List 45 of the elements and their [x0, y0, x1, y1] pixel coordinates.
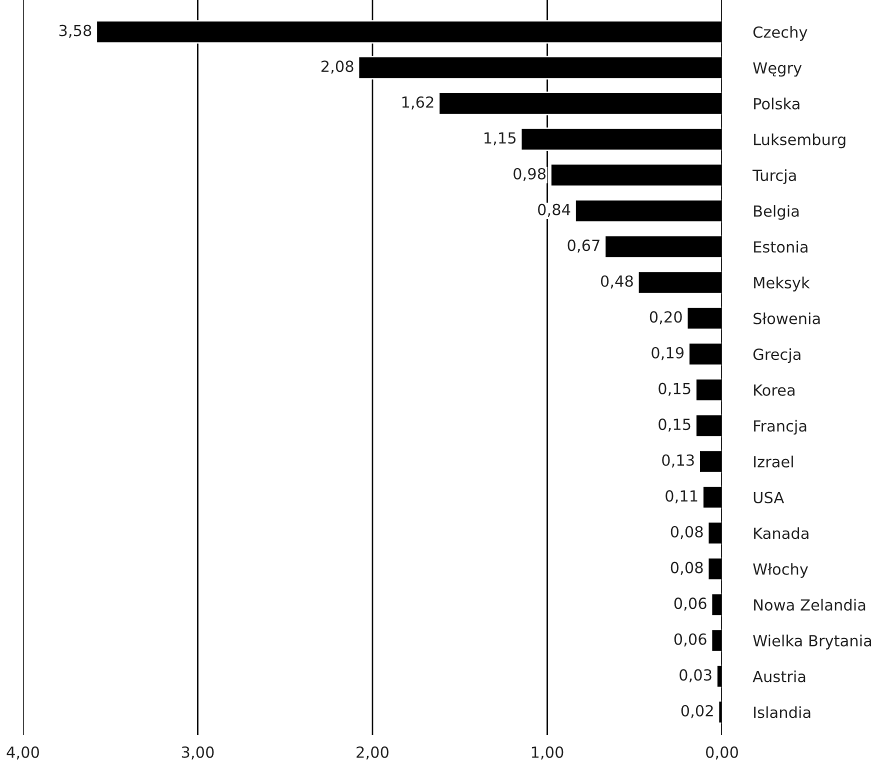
y-tick-label: Polska	[754, 98, 800, 110]
data-label: 0,15	[658, 418, 690, 432]
data-label: 0,02	[681, 704, 713, 718]
data-label: 0,08	[670, 562, 703, 575]
y-tick-label: USA	[754, 492, 784, 504]
y-tick-label: Kanada	[754, 527, 808, 540]
data-label: 3,58	[59, 24, 92, 38]
data-label: 0,48	[600, 275, 633, 288]
data-label: 1,15	[484, 132, 516, 146]
data-label: 0,20	[650, 311, 682, 324]
data-label: 0,19	[652, 346, 684, 360]
data-label: 0,06	[674, 598, 706, 611]
data-label: 0,15	[658, 382, 690, 396]
y-tick-label: Korea	[754, 384, 794, 396]
y-tick-label: Turcja	[752, 169, 796, 184]
data-label: 0,13	[662, 454, 694, 468]
y-tick-label: Nowa Zelandia	[754, 598, 866, 611]
data-label: 0,08	[670, 526, 703, 540]
y-tick-label: Austria	[752, 670, 806, 682]
x-tick-label: 1,00	[532, 746, 564, 760]
y-tick-label: Islandia	[754, 706, 810, 718]
y-tick-label: Wielka Brytania	[753, 634, 872, 650]
data-label: 0,11	[666, 490, 698, 504]
data-label: 0,03	[680, 669, 712, 682]
y-tick-label: Estonia	[754, 240, 808, 253]
data-label: 0,67	[568, 240, 600, 253]
x-tick-label: 0,00	[706, 746, 738, 760]
y-tick-label: Izrael	[754, 456, 793, 468]
data-label: 0,98	[514, 168, 546, 182]
y-tick-label: Włochy	[753, 563, 808, 578]
y-tick-label: Luksemburg	[754, 133, 846, 148]
x-tick-label: 4,00	[6, 746, 39, 760]
y-tick-label: Meksyk	[754, 276, 810, 292]
data-label: 0,84	[538, 204, 570, 217]
x-tick-label: 3,00	[182, 746, 214, 760]
y-tick-label: Grecja	[753, 348, 800, 364]
x-tick-label: 2,00	[356, 746, 388, 760]
y-tick-label: Węgry	[753, 62, 802, 77]
data-label: 1,62	[402, 96, 434, 110]
y-tick-label: Francja	[754, 420, 806, 435]
y-tick-label: Czechy	[753, 26, 808, 41]
data-label: 2,08	[321, 60, 354, 74]
y-tick-label: Słowenia	[754, 312, 820, 324]
y-tick-label: Belgia	[754, 205, 799, 220]
data-label: 0,06	[674, 633, 706, 646]
